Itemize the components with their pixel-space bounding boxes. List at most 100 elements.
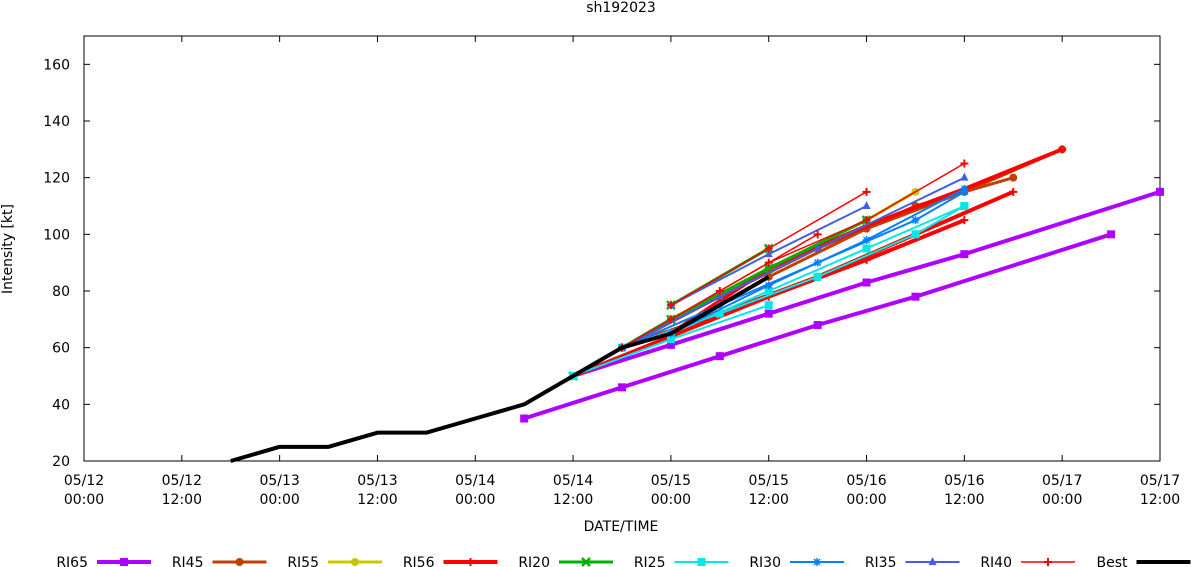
series-line-ri65 [523,232,1112,421]
data-point-ri56 [960,216,969,225]
series-line-ri65 [572,189,1161,378]
y-tick-label: 20 [52,454,70,470]
data-point-ri65 [1107,230,1116,239]
legend-marker [928,557,937,565]
x-tick-time: 00:00 [64,492,104,508]
data-point-ri35 [764,249,773,258]
data-point-ri35 [862,201,871,209]
legend-label: RI55 [287,555,319,567]
x-tick-date: 05/15 [749,473,789,489]
plot-area-border [83,35,1161,462]
y-tick-label: 160 [43,57,70,73]
data-point-ri65 [520,414,529,423]
data-point-ri65 [715,352,724,361]
series-best [230,275,770,463]
legend-label: RI30 [749,555,781,567]
legend-entry-best: Best [1096,555,1191,567]
data-point-ri25 [666,335,675,344]
data-point-ri25 [813,272,822,281]
series-line-ri25 [670,205,965,335]
data-point-ri25 [911,230,920,239]
y-tick-label: 120 [43,171,70,187]
data-point-ri40 [666,315,675,324]
x-tick-date: 05/16 [846,473,886,489]
data-point-ri35 [960,172,969,181]
legend-marker [466,558,475,566]
legend-marker [235,558,244,566]
data-point-ri65 [618,383,626,392]
data-point-ri56 [1009,187,1018,196]
x-tick-date: 05/13 [259,473,299,489]
data-point-ri40 [764,258,773,267]
series-ri30 [618,185,969,352]
legend-marker [697,558,706,566]
x-tick-time: 00:00 [1042,492,1082,508]
data-point-ri30 [911,216,920,225]
data-point-ri56 [1058,145,1067,154]
data-point-ri25 [764,301,773,310]
x-tick-date: 05/17 [1042,473,1082,489]
series-line-ri40 [670,162,965,320]
legend-label: RI40 [980,555,1012,567]
legend-entry-ri56: RI56 [403,555,498,567]
x-tick-time: 00:00 [651,492,691,508]
data-point-ri40 [862,187,871,196]
data-point-ri25 [960,202,969,210]
legend-entry-ri40: RI40 [980,555,1075,567]
x-tick-date: 05/12 [162,473,202,489]
x-tick-time: 12:00 [944,492,984,508]
data-point-ri65 [666,340,675,349]
x-tick-date: 05/16 [944,473,984,489]
legend-entry-ri35: RI35 [865,555,960,567]
x-axis-label: DATE/TIME [584,519,659,535]
legend-label: Best [1096,555,1128,567]
legend-label: RI45 [172,555,204,567]
legend-label: RI65 [56,555,88,567]
y-tick-label: 140 [43,114,70,130]
data-point-ri65 [1156,187,1164,196]
x-tick-date: 05/14 [553,473,593,489]
series-ri40 [618,159,969,352]
legend-marker [581,557,591,567]
data-point-ri40 [764,244,773,253]
y-tick-label: 40 [52,397,70,413]
legend-entry-ri45: RI45 [172,555,267,567]
data-point-ri40 [862,216,871,225]
legend-entry-ri25: RI25 [634,555,729,567]
x-tick-date: 05/17 [1140,473,1180,489]
chart-title: sh192023 [586,0,656,16]
data-point-ri25 [764,287,773,295]
data-point-ri25 [862,244,871,253]
data-point-ri65 [911,292,920,301]
series-line-best [230,275,770,463]
x-tick-time: 12:00 [357,492,397,508]
legend-entry-ri65: RI65 [56,555,151,567]
data-point-ri35 [813,243,822,252]
legend-label: RI25 [634,555,666,567]
data-point-ri30 [960,185,969,193]
x-tick-time: 00:00 [259,492,299,508]
legend-marker [813,558,821,566]
series-ri35 [618,172,969,351]
y-tick-label: 80 [52,284,70,300]
data-point-ri65 [813,321,822,329]
legend-label: RI35 [865,555,897,567]
y-tick-label: 60 [52,341,70,357]
x-tick-time: 00:00 [846,492,886,508]
data-point-ri30 [764,281,773,290]
legend-marker [120,558,128,566]
data-point-ri40 [960,159,969,168]
data-point-ri56 [862,255,871,264]
legend-entry-ri20: RI20 [518,555,613,567]
x-tick-date: 05/12 [64,473,104,489]
series-ri65 [520,187,1164,423]
legend-marker [1044,558,1052,566]
legend-entry-ri55: RI55 [287,555,382,567]
y-axis-label: Intensity [kt] [0,204,16,294]
data-point-ri65 [862,278,871,287]
legend-label: RI56 [403,555,435,567]
x-tick-time: 00:00 [455,492,495,508]
x-tick-date: 05/15 [651,473,691,489]
data-point-ri30 [862,236,871,244]
